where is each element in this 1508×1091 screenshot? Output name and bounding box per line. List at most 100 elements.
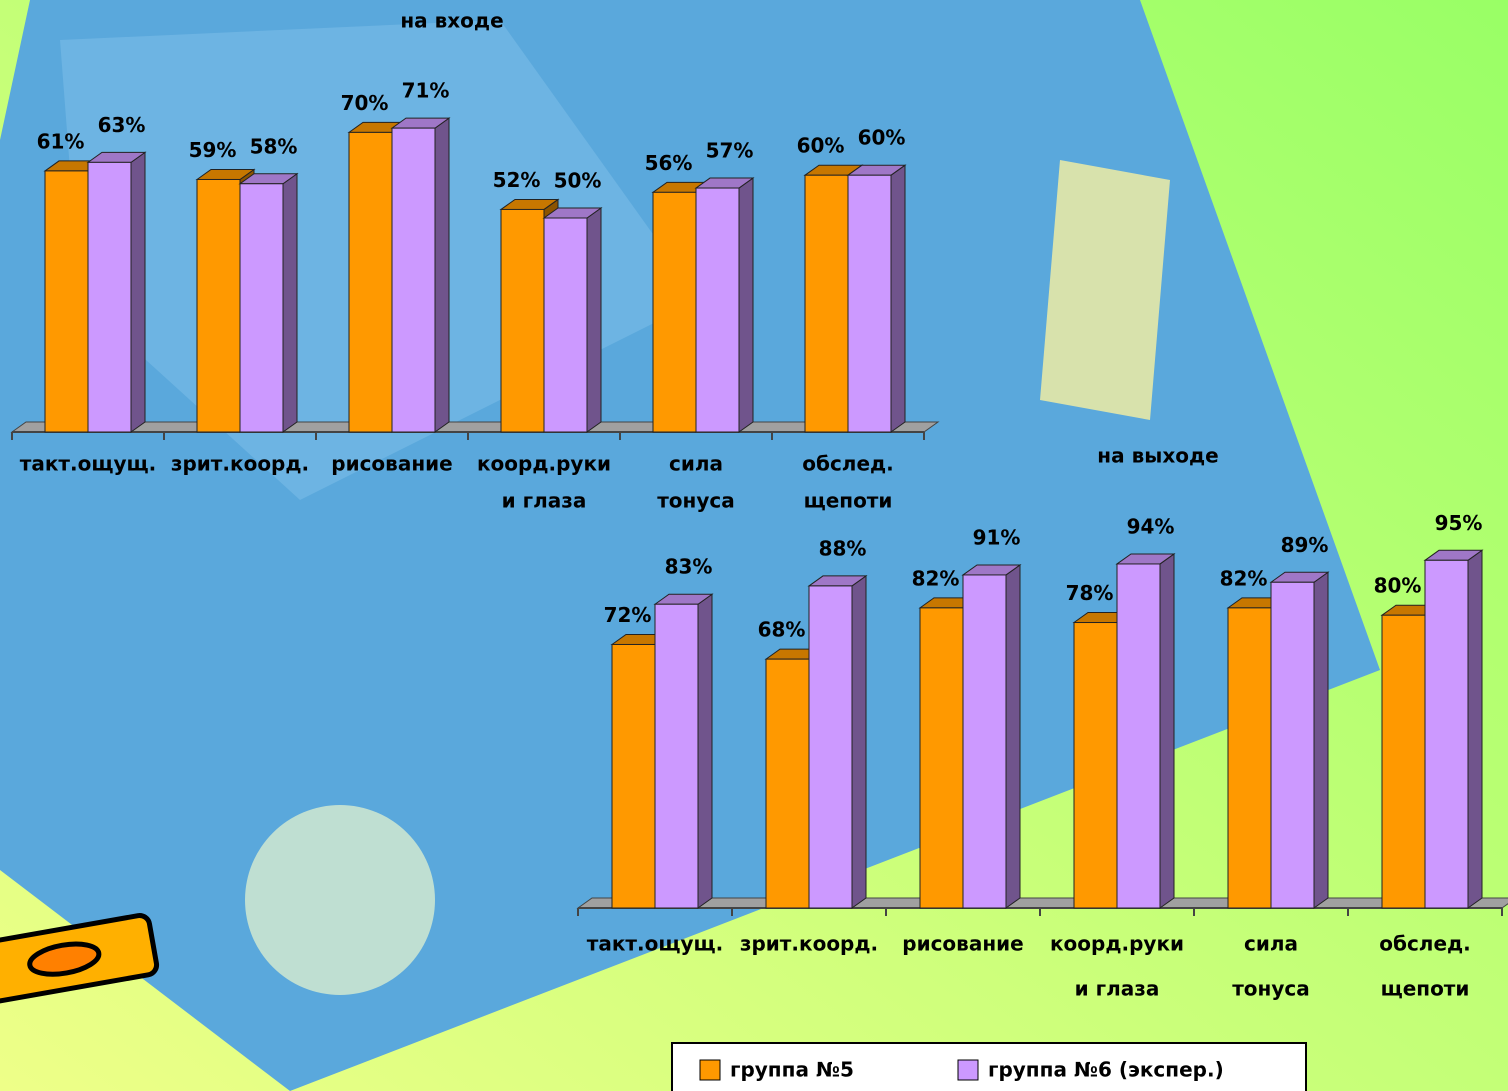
bar-side	[1160, 554, 1174, 908]
bar-front	[88, 162, 131, 432]
bar-front	[766, 659, 809, 908]
bar-front	[240, 184, 283, 432]
x-tick-label: такт.ощущ.	[20, 452, 156, 476]
bar-front	[501, 209, 544, 432]
bar-side	[852, 576, 866, 908]
data-label: 72%	[604, 603, 652, 627]
data-label: 61%	[37, 129, 85, 153]
bar-front	[1117, 564, 1160, 908]
slide: группа №5 группа №6 (экспер.) на входе так…	[0, 0, 1508, 1091]
bar	[88, 152, 145, 432]
bar	[240, 174, 297, 432]
bar-front	[1228, 608, 1271, 908]
data-label: 89%	[1281, 533, 1329, 557]
bar	[963, 565, 1020, 908]
bar-side	[1468, 550, 1482, 908]
data-label: 56%	[645, 151, 693, 175]
bar-side	[739, 178, 753, 432]
data-label: 95%	[1435, 511, 1483, 535]
data-label: 63%	[98, 113, 146, 137]
data-label: 80%	[1374, 574, 1422, 598]
x-tick-label: обслед.	[1379, 932, 1471, 956]
x-tick-label: обслед.	[802, 452, 894, 476]
data-label: 82%	[912, 566, 960, 590]
data-label: 88%	[819, 536, 867, 560]
legend-label: группа №5	[730, 1058, 854, 1082]
bar-side	[1314, 572, 1328, 908]
bar	[848, 165, 905, 432]
bar-front	[1425, 560, 1468, 908]
x-tick-label: такт.ощущ.	[587, 932, 723, 956]
bar	[1117, 554, 1174, 908]
x-tick-label: тонуса	[1232, 977, 1310, 1001]
bar-front	[1382, 615, 1425, 908]
x-tick-label: и глаза	[1075, 977, 1160, 1001]
data-label: 52%	[493, 168, 541, 192]
x-tick-label: рисование	[331, 452, 452, 476]
panel-texture	[245, 805, 435, 995]
legend-label: группа №6 (экспер.)	[988, 1058, 1224, 1082]
bar	[809, 576, 866, 908]
bar-front	[963, 575, 1006, 908]
data-label: 91%	[973, 525, 1021, 549]
bar-front	[809, 586, 852, 908]
x-tick-label: щепоти	[1381, 977, 1470, 1001]
data-label: 50%	[554, 169, 602, 193]
data-label: 71%	[402, 79, 450, 103]
data-label: 58%	[250, 134, 298, 158]
data-label: 83%	[665, 555, 713, 579]
bar-front	[392, 128, 435, 432]
bar-front	[653, 192, 696, 432]
x-tick-label: рисование	[902, 932, 1023, 956]
bar-front	[1074, 623, 1117, 908]
legend-swatch	[700, 1060, 720, 1080]
data-label: 94%	[1127, 514, 1175, 538]
bar-front	[349, 132, 392, 432]
bar-front	[544, 218, 587, 432]
panel-texture	[1040, 160, 1170, 420]
floor	[12, 422, 938, 432]
data-label: 60%	[797, 134, 845, 158]
x-tick-label: тонуса	[657, 489, 735, 513]
x-tick-label: коорд.руки	[1050, 932, 1184, 956]
x-tick-label: и глаза	[502, 489, 587, 513]
bar-front	[612, 644, 655, 908]
floor	[578, 898, 1508, 908]
data-label: 78%	[1066, 581, 1114, 605]
bar-front	[655, 604, 698, 908]
bar-front	[805, 175, 848, 432]
bar	[392, 118, 449, 432]
x-tick-label: коорд.руки	[477, 452, 611, 476]
page: {"chart_data": [ {"type": "bar3d", "titl…	[0, 0, 1508, 1091]
data-label: 70%	[341, 91, 389, 115]
bar-front	[848, 175, 891, 432]
bar	[655, 594, 712, 908]
bar-side	[698, 594, 712, 908]
bar	[544, 208, 601, 432]
data-label: 82%	[1220, 566, 1268, 590]
bar-side	[891, 165, 905, 432]
bar-front	[197, 179, 240, 432]
data-label: 68%	[758, 618, 806, 642]
x-tick-label: зрит.коорд.	[740, 932, 878, 956]
x-tick-label: щепоти	[804, 489, 893, 513]
bar	[696, 178, 753, 432]
bar-front	[696, 188, 739, 432]
bar-side	[587, 208, 601, 432]
x-tick-label: сила	[669, 452, 723, 476]
bar-side	[435, 118, 449, 432]
x-tick-label: зрит.коорд.	[171, 452, 309, 476]
data-label: 59%	[189, 138, 237, 162]
bar-front	[1271, 582, 1314, 908]
bar-side	[1006, 565, 1020, 908]
x-tick-label: сила	[1244, 932, 1298, 956]
bar-side	[283, 174, 297, 432]
chart-title: на входе	[400, 9, 503, 33]
bar	[1425, 550, 1482, 908]
legend-swatch	[958, 1060, 978, 1080]
bar-front	[45, 171, 88, 432]
bar	[1271, 572, 1328, 908]
bar-front	[920, 608, 963, 908]
data-label: 57%	[706, 139, 754, 163]
data-label: 60%	[858, 126, 906, 150]
